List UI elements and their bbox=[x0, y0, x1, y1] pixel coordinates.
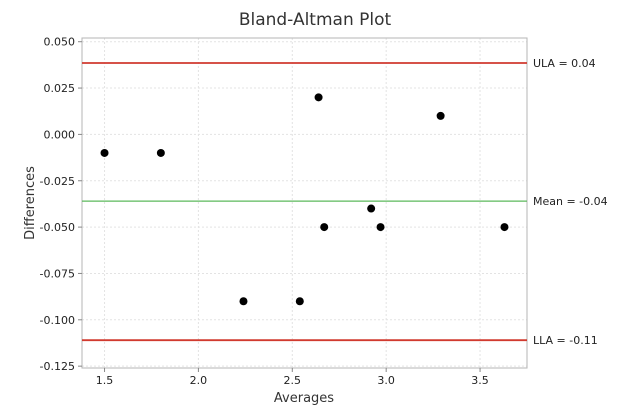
x-tick-label: 3.0 bbox=[377, 374, 395, 387]
y-tick-label: -0.125 bbox=[40, 360, 75, 373]
data-point bbox=[100, 148, 109, 157]
y-tick-label: 0.000 bbox=[44, 128, 76, 141]
y-tick-label: -0.025 bbox=[40, 175, 75, 188]
data-point bbox=[436, 111, 445, 120]
reference-lines: ULA = 0.04 Mean = -0.04 LLA = -0.11 bbox=[82, 57, 608, 347]
y-tick-label: -0.075 bbox=[40, 267, 75, 280]
data-point bbox=[314, 93, 323, 102]
grid-lines bbox=[82, 38, 527, 368]
reference-line-label: Mean = -0.04 bbox=[533, 195, 608, 208]
plot-frame bbox=[81, 37, 528, 369]
reference-line-label: LLA = -0.11 bbox=[533, 334, 598, 347]
x-axis-label: Averages bbox=[274, 391, 334, 406]
x-tick-label: 1.5 bbox=[96, 374, 114, 387]
data-point bbox=[295, 297, 304, 306]
chart-title: Bland-Altman Plot bbox=[239, 10, 392, 30]
y-tick-label: 0.025 bbox=[44, 82, 76, 95]
data-points bbox=[100, 93, 509, 306]
data-point bbox=[376, 223, 385, 232]
y-tick-label: -0.100 bbox=[40, 314, 75, 327]
x-tick-label: 2.0 bbox=[190, 374, 208, 387]
axis-ticks: 1.5 2.0 2.5 3.0 3.5 0.050 0.025 0.000 -0.025 -0.0… bbox=[40, 36, 489, 387]
data-point bbox=[367, 204, 376, 213]
y-tick-label: 0.050 bbox=[44, 36, 76, 49]
x-tick-label: 3.5 bbox=[471, 374, 489, 387]
data-point bbox=[239, 297, 248, 306]
y-tick-label: -0.050 bbox=[40, 221, 75, 234]
y-axis-label: Differences bbox=[23, 166, 38, 240]
x-tick-label: 2.5 bbox=[284, 374, 302, 387]
data-point bbox=[320, 223, 329, 232]
data-point bbox=[500, 223, 509, 232]
data-point bbox=[156, 148, 165, 157]
reference-line-label: ULA = 0.04 bbox=[533, 57, 596, 70]
